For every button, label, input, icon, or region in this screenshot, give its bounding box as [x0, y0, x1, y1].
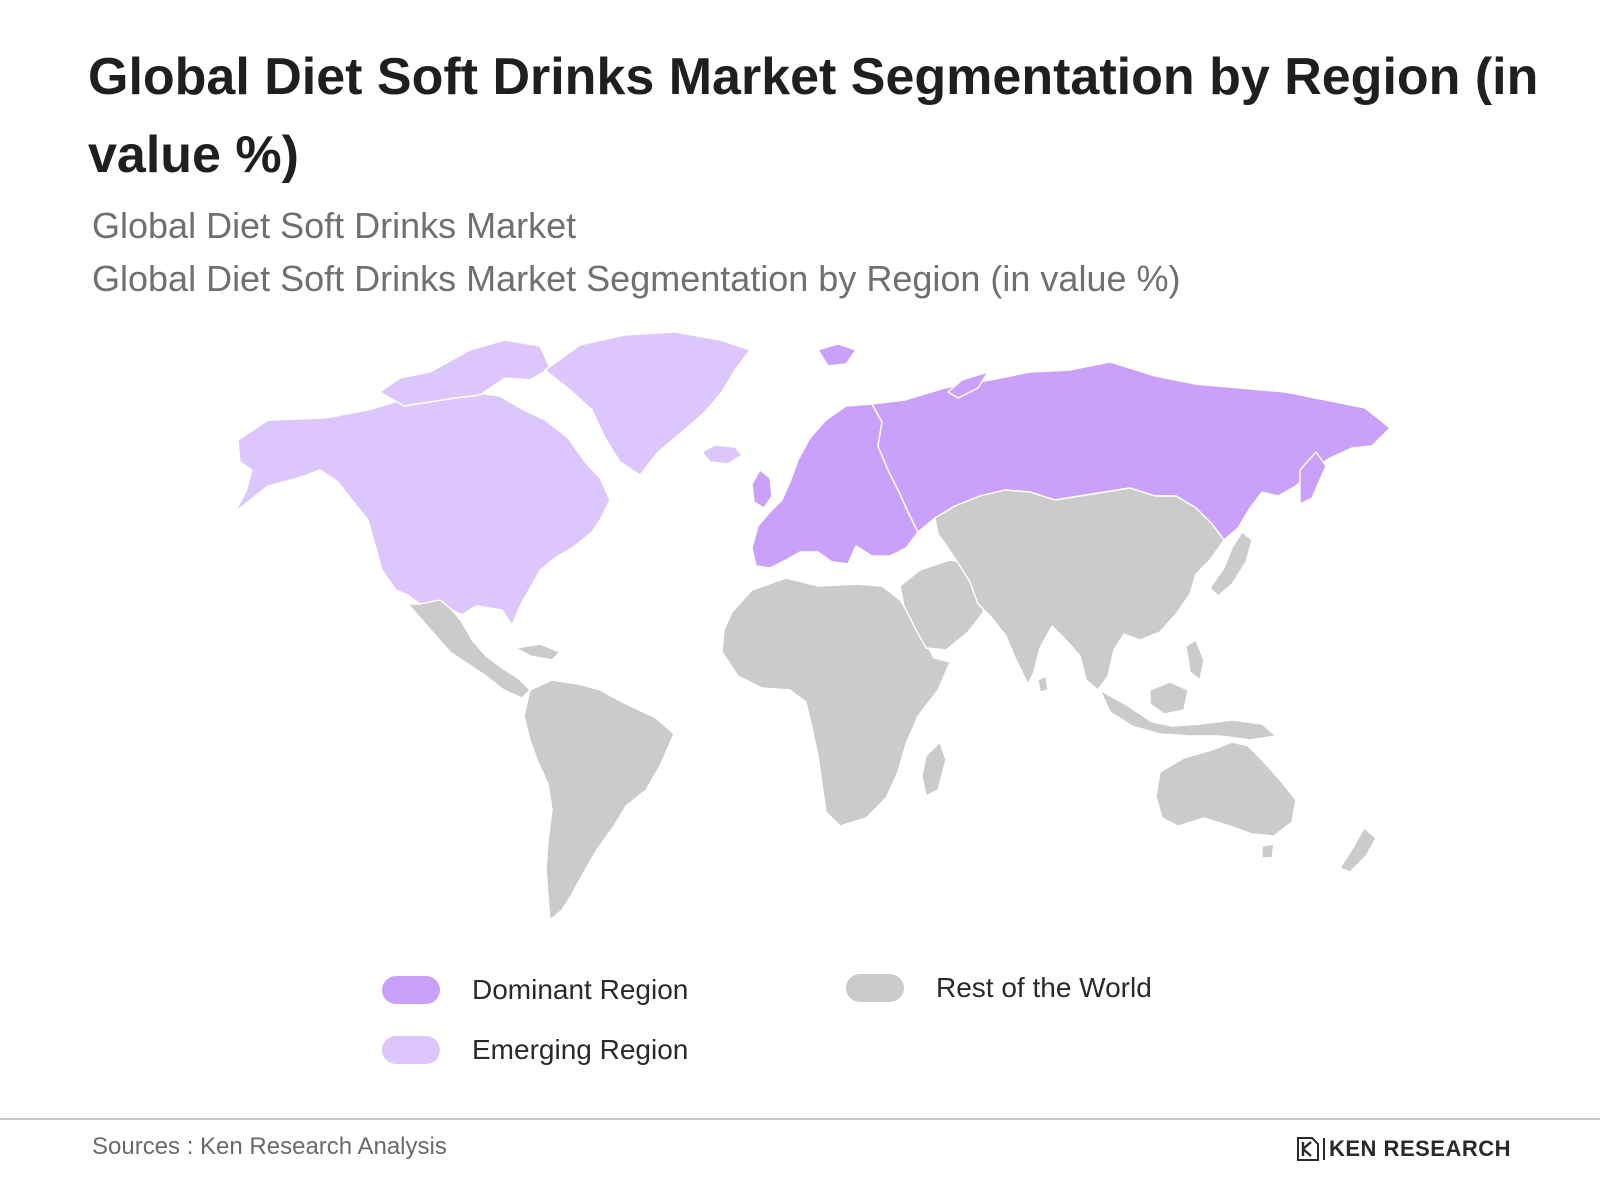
region-madagascar[interactable]	[921, 741, 947, 797]
legend-dominant: Dominant Region	[382, 974, 688, 1006]
region-australia[interactable]	[1155, 741, 1297, 837]
region-new-zealand[interactable]	[1339, 827, 1377, 873]
legend-emerging: Emerging Region	[382, 1034, 688, 1066]
region-mexico-central-america[interactable]	[407, 599, 531, 699]
region-iceland[interactable]	[701, 444, 743, 465]
logo-separator	[1323, 1138, 1325, 1160]
legend-rest-label: Rest of the World	[936, 972, 1152, 1003]
region-svalbard[interactable]	[817, 343, 857, 367]
region-novaya-zemlya[interactable]	[947, 371, 989, 399]
legend-rest: Rest of the World	[846, 972, 1152, 1004]
legend-emerging-swatch	[382, 1036, 440, 1064]
region-kamchatka[interactable]	[1299, 451, 1327, 505]
region-caribbean[interactable]	[515, 643, 561, 661]
region-canadian-arctic[interactable]	[379, 339, 551, 407]
legend-dominant-label: Dominant Region	[472, 974, 689, 1005]
region-asia[interactable]	[934, 487, 1225, 691]
ken-research-logo-mark	[1297, 1137, 1319, 1161]
region-borneo[interactable]	[1149, 681, 1189, 715]
region-africa[interactable]	[721, 577, 951, 827]
legend-rest-swatch	[846, 974, 904, 1002]
ken-research-logo: KEN RESEARCH	[1296, 1136, 1511, 1162]
world-map	[0, 320, 1600, 930]
region-japan[interactable]	[1209, 531, 1253, 597]
region-philippines[interactable]	[1185, 639, 1205, 681]
legend-dominant-swatch	[382, 976, 440, 1004]
region-sri-lanka[interactable]	[1037, 675, 1049, 693]
region-greenland[interactable]	[544, 331, 751, 476]
footer-divider	[0, 1118, 1600, 1120]
ken-research-brand: KEN RESEARCH	[1329, 1136, 1512, 1161]
region-uk-ireland[interactable]	[751, 469, 773, 509]
region-southeast-asia-islands[interactable]	[1099, 689, 1277, 741]
subtitle-segmentation: Global Diet Soft Drinks Market Segmentat…	[92, 258, 1181, 299]
subtitle-market: Global Diet Soft Drinks Market	[92, 205, 577, 246]
region-tasmania[interactable]	[1261, 843, 1275, 859]
region-north-america[interactable]	[234, 377, 611, 626]
sources-note: Sources : Ken Research Analysis	[92, 1133, 447, 1160]
legend-emerging-label: Emerging Region	[472, 1034, 689, 1065]
region-south-america[interactable]	[523, 679, 675, 921]
chart-title: Global Diet Soft Drinks Market Segmentat…	[88, 48, 1539, 184]
